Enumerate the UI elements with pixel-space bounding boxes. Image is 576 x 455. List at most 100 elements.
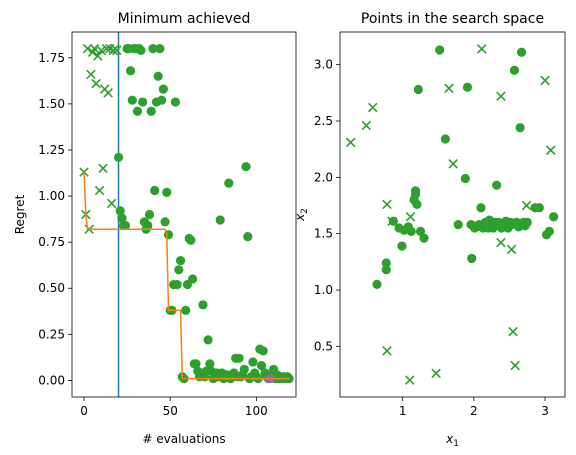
search-point-marker <box>205 359 215 369</box>
search-point-marker <box>148 43 158 54</box>
search-point-marker <box>460 173 470 184</box>
search-space-y-axis-label: x2 <box>293 208 310 222</box>
search-point-marker <box>534 203 544 213</box>
search-point-marker <box>248 357 258 367</box>
initial-point-marker <box>508 326 518 337</box>
search-point-marker <box>440 134 450 144</box>
search-point-marker <box>435 45 445 55</box>
search-point-marker <box>215 215 225 225</box>
search-point-marker <box>415 226 426 236</box>
regret-y-ticks: 0.00 0.25 0.50 0.75 1.00 1.25 1.50 1.75 <box>38 51 72 387</box>
initial-point-marker <box>506 244 517 255</box>
search-point-marker <box>241 161 251 172</box>
search-space-x-axis-label: x1 <box>445 432 459 449</box>
search-point-marker <box>397 241 407 251</box>
search-point-marker <box>158 84 168 94</box>
initial-point-marker <box>91 78 101 89</box>
regret-y-tick-label: 0.00 <box>38 373 65 387</box>
search-point-marker <box>410 186 421 196</box>
search-point-marker <box>117 213 127 223</box>
initial-point-marker <box>112 45 122 56</box>
search-space-y-ticks: 0.5 1.0 1.5 2.0 2.5 3.0 <box>314 58 340 353</box>
initial-point-marker <box>510 360 520 371</box>
regret-x-axis-label: # evaluations <box>142 432 225 446</box>
search-point-marker <box>115 206 125 216</box>
search-point-marker <box>120 220 131 231</box>
search-point-marker <box>258 346 268 356</box>
search-point-marker <box>175 255 186 266</box>
search-point-marker <box>256 361 267 371</box>
initial-point-marker <box>86 69 96 80</box>
search-point-marker <box>492 180 502 190</box>
search-point-marker <box>191 359 201 369</box>
initial-point-marker <box>361 120 372 131</box>
initial-point-marker <box>89 43 100 54</box>
initial-point-marker <box>540 75 550 86</box>
search-point-marker <box>516 47 527 57</box>
initial-point-marker <box>521 200 532 211</box>
search-point-marker <box>243 232 253 242</box>
search-point-marker <box>174 265 184 275</box>
search-point-marker <box>138 97 148 107</box>
initial-point-marker <box>103 88 113 98</box>
search-space-x-tick-label: 1 <box>399 404 407 418</box>
search-space-y-tick-label: 3.0 <box>314 58 333 72</box>
search-space-chart-title: Points in the search space <box>361 11 544 27</box>
search-point-marker <box>113 152 124 162</box>
search-point-marker <box>239 364 249 374</box>
search-point-marker <box>419 233 429 243</box>
search-point-marker <box>453 220 463 230</box>
initial-point-marker <box>94 185 105 196</box>
initial-point-marker <box>382 199 392 210</box>
search-space-y-tick-label: 1.0 <box>314 283 333 297</box>
initial-point-marker <box>476 44 487 54</box>
regret-y-tick-label: 1.75 <box>38 51 65 65</box>
search-space-y-tick-label: 2.5 <box>314 114 333 128</box>
search-point-marker <box>549 212 559 222</box>
initial-point-marker <box>345 137 356 148</box>
search-point-marker <box>412 199 422 209</box>
initial-point-marker <box>367 102 378 113</box>
search-point-marker <box>476 203 486 213</box>
initial-point-marker <box>431 368 441 379</box>
search-point-marker <box>163 230 174 240</box>
search-point-marker <box>406 226 416 236</box>
search-point-marker <box>172 279 182 290</box>
search-point-marker <box>372 279 382 289</box>
minimum-regret-line <box>83 172 290 380</box>
search-point-marker <box>143 220 153 231</box>
search-space-panel: Points in the search space 1 2 3 0.5 1.0 1.5… <box>293 11 566 449</box>
search-space-y-tick-label: 2.0 <box>314 170 333 184</box>
search-point-marker <box>132 106 143 116</box>
search-point-marker <box>522 217 532 227</box>
search-point-marker <box>170 97 180 107</box>
search-point-marker <box>462 82 473 92</box>
initial-point-marker <box>96 45 107 56</box>
regret-y-tick-label: 1.25 <box>38 143 65 157</box>
regret-axes-frame <box>71 31 297 398</box>
search-point-marker <box>544 226 554 236</box>
search-space-y-tick-label: 1.5 <box>314 227 333 241</box>
search-point-marker <box>381 265 391 275</box>
search-space-y-tick-label: 0.5 <box>314 339 333 353</box>
initial-point-marker <box>448 159 458 169</box>
search-point-marker <box>188 274 198 284</box>
search-point-marker <box>509 65 520 75</box>
initial-point-marker <box>545 145 556 156</box>
initial-point-marker <box>382 346 392 356</box>
regret-chart-title: Minimum achieved <box>118 11 251 27</box>
search-point-marker <box>234 353 244 363</box>
regret-y-tick-label: 0.25 <box>38 327 65 341</box>
search-point-marker <box>136 45 146 56</box>
search-point-marker <box>515 123 525 133</box>
regret-plot-area <box>79 32 294 397</box>
search-point-marker <box>160 217 170 227</box>
search-point-marker <box>155 43 165 54</box>
regret-y-tick-label: 0.50 <box>38 281 65 295</box>
search-point-marker <box>181 305 191 315</box>
search-point-marker <box>224 178 234 188</box>
search-point-marker <box>413 84 423 95</box>
search-space-x-tick-label: 3 <box>541 404 549 418</box>
initial-point-marker <box>405 375 415 385</box>
